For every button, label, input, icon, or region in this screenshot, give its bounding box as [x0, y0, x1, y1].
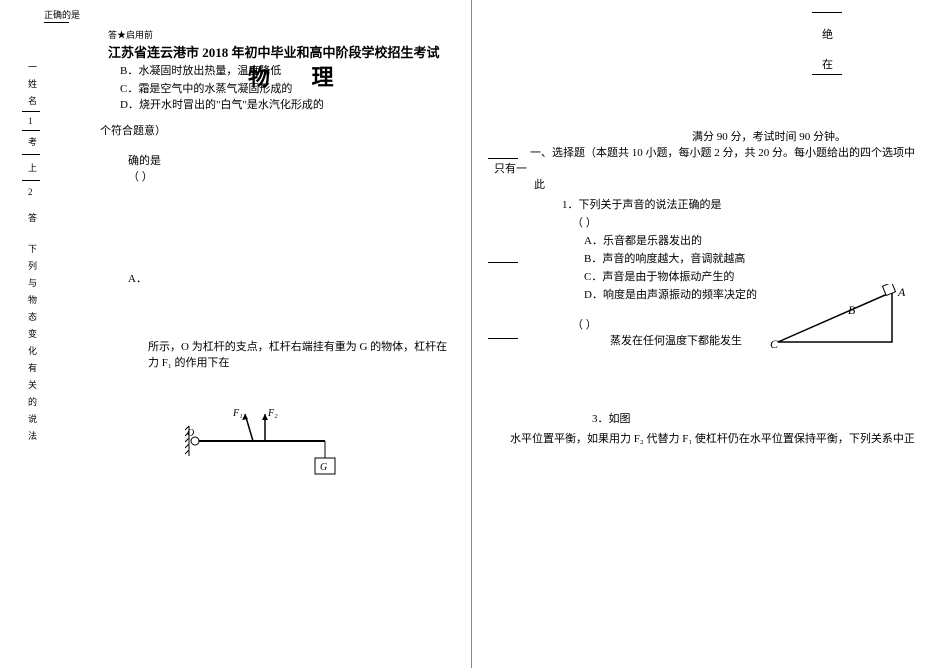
q-stem: 确的是: [128, 152, 161, 168]
f2-label: F₂: [267, 408, 278, 419]
only-one: 只有一: [494, 160, 527, 176]
left-page: 正确的是 一 姓 名 1 考 上 2 答 下 列 与 物 态: [0, 0, 472, 668]
question-3: 3．如图: [592, 410, 631, 426]
mark: 一: [28, 60, 48, 73]
section-heading: 一、选择题（本题共 10 小题，每小题 2 分，共 20 分。每小题给出的四个选…: [530, 144, 930, 160]
mark: 的: [28, 395, 48, 408]
mark: 变: [28, 327, 48, 340]
stem-hint: 个符合题意）: [100, 122, 166, 138]
mark: 与: [28, 276, 48, 289]
corner-text-1: 绝: [822, 26, 833, 42]
q1-option-c: C．声音是由于物体振动产生的: [584, 268, 734, 284]
mark: 名: [28, 94, 48, 107]
option-d: D．烧开水时冒出的"白气"是水汽化形成的: [120, 96, 324, 112]
mark: 下: [28, 242, 48, 255]
lever-diagram: F₁ F₂ G O: [185, 408, 355, 488]
q2-line: 蒸发在任何温度下都能发生: [610, 332, 742, 348]
mark: 态: [28, 310, 48, 323]
right-page: 绝 在 满分 90 分，考试时间 90 分钟。 一、选择题（本题共 10 小题，…: [472, 0, 945, 668]
mark: 答: [28, 211, 48, 224]
o-label: O: [187, 428, 194, 439]
tri-c-label: C: [770, 337, 779, 351]
q1-paren: （ ）: [572, 214, 597, 230]
q-paren: （ ）: [128, 168, 153, 184]
option-c: C．霜是空气中的水蒸气凝固形成的: [120, 80, 292, 96]
question-1: 1．下列关于声音的说法正确的是: [562, 196, 722, 212]
mark: 有: [28, 361, 48, 374]
mark: 2: [28, 187, 48, 197]
mark: 化: [28, 344, 48, 357]
mark: 物: [28, 293, 48, 306]
q1-option-b: B．声音的响度越大，音调就越高: [584, 250, 745, 266]
triangle-diagram: A B C: [770, 284, 910, 354]
header-small: 答★启用前: [108, 28, 153, 41]
mark: 法: [28, 429, 48, 442]
mark: 说: [28, 412, 48, 425]
mark: 上: [28, 161, 48, 174]
f1-label: F₁: [232, 408, 243, 419]
tri-a-label: A: [897, 285, 906, 299]
g-label: G: [320, 462, 327, 473]
mark: 关: [28, 378, 48, 391]
margin-marks: 一 姓 名 1 考 上 2 答 下 列 与 物 态 变 化 有 关: [28, 60, 48, 620]
top-corner-text: 正确的是: [44, 8, 80, 21]
option-a-label: A．: [128, 270, 147, 286]
q2-paren: （ ）: [572, 316, 597, 332]
exam-title: 江苏省连云港市 2018 年初中毕业和高中阶段学校招生考试: [108, 42, 440, 61]
q1-option-a: A．乐音都是乐器发出的: [584, 232, 702, 248]
exam-note: 满分 90 分，考试时间 90 分钟。: [692, 128, 846, 144]
mark: 列: [28, 259, 48, 272]
ci-text: 此: [534, 176, 545, 192]
mark: 考: [28, 135, 48, 148]
corner-text-2: 在: [822, 56, 833, 72]
mark: 1: [28, 116, 48, 126]
q3-text: 所示，O 为杠杆的支点，杠杆右端挂有重为 G 的物体，杠杆在力 F₁ 的作用下在: [148, 338, 448, 370]
q1-option-d: D．响度是由声源振动的频率决定的: [584, 286, 757, 302]
tri-b-label: B: [848, 303, 856, 317]
q3-tail: 水平位置平衡，如果用力 F₂ 代替力 F₁ 使杠杆仍在水平位置保持平衡，下列关系…: [510, 430, 930, 446]
mark: 姓: [28, 77, 48, 90]
